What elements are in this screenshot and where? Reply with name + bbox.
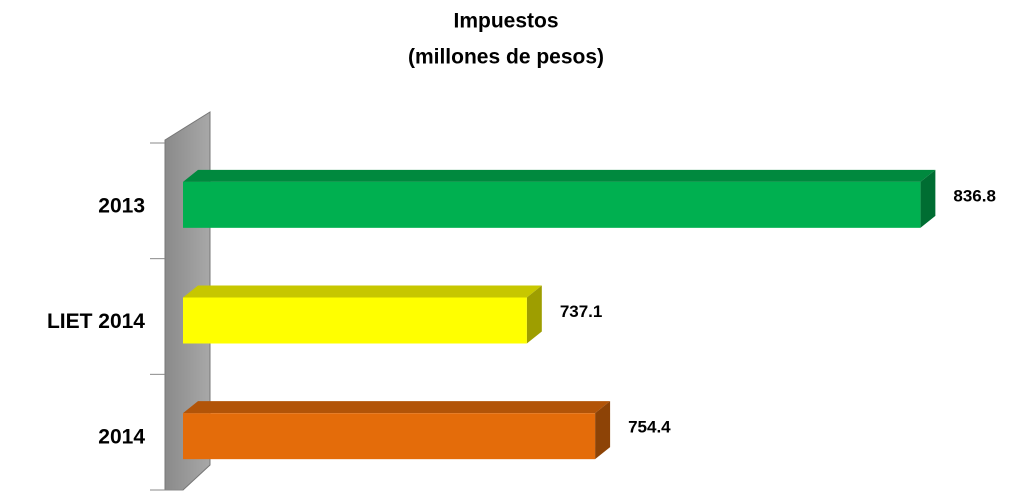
y-tick-label: 2014 [98, 426, 145, 449]
bar-top [183, 169, 936, 182]
bar-side [526, 285, 542, 344]
value-label: 836.8 [953, 186, 996, 205]
bar-front [183, 297, 527, 344]
value-label: 737.1 [560, 302, 603, 321]
bar-side [920, 169, 936, 228]
bar-top [183, 401, 611, 414]
y-tick-label: 2013 [98, 194, 145, 217]
bar [183, 401, 611, 460]
bar [183, 285, 542, 344]
bar-front [183, 413, 596, 460]
bar-top [183, 285, 542, 298]
bar [183, 169, 936, 228]
bar-side [595, 401, 611, 460]
bar-front [183, 181, 921, 228]
value-label: 754.4 [628, 418, 671, 437]
chart-title: Impuestos [453, 10, 558, 33]
y-tick-label: LIET 2014 [47, 310, 145, 333]
chart-subtitle: (millones de pesos) [408, 46, 604, 69]
